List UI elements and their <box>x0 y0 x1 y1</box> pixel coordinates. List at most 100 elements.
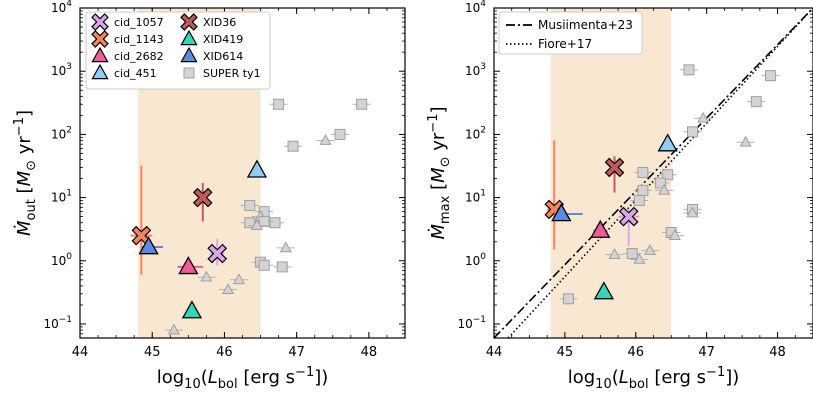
super-square-point <box>764 70 776 82</box>
super-square-point <box>655 177 667 189</box>
point-XID419 <box>593 281 615 300</box>
point-cid_451 <box>657 133 678 152</box>
super-square-point <box>244 217 256 229</box>
legend-label-cid_2682: cid_2682 <box>114 50 164 63</box>
x-tick-label: 46 <box>216 345 233 360</box>
y-tick-label: 104 <box>465 0 486 15</box>
super-square-point <box>269 217 281 229</box>
legend-label-XID614: XID614 <box>203 50 243 63</box>
super-triangle-point <box>250 219 264 230</box>
legend-label-Musiimenta+23: Musiimenta+23 <box>538 18 633 32</box>
super-triangle-point <box>643 244 657 255</box>
x-tick-label: 46 <box>628 345 645 360</box>
x-tick-label: 44 <box>72 345 89 360</box>
super-square-point <box>633 194 645 206</box>
super-square-point <box>258 215 270 227</box>
legend-label-XID419: XID419 <box>203 33 243 46</box>
super-triangle-point <box>633 252 646 264</box>
super-square-point <box>276 261 288 273</box>
legend-marker-XID419 <box>180 29 198 46</box>
super-square-point <box>287 140 299 152</box>
y-tick-label: 104 <box>51 0 72 15</box>
y-axis-label: Ṁout [M⊙ yr−1] <box>12 110 39 236</box>
point-cid_1057 <box>618 206 639 227</box>
super-square-point <box>356 98 368 110</box>
legend-label-cid_1143: cid_1143 <box>114 33 164 46</box>
legend-marker-XID614 <box>180 46 198 63</box>
legend-box <box>85 11 271 90</box>
super-square-point <box>273 98 285 110</box>
x-tick-label: 47 <box>698 345 715 360</box>
super-triangle-point <box>697 111 710 123</box>
super-triangle-point <box>608 248 621 260</box>
right-panel-max-outflow-rate: 44 45 46 47 48 10−1 100 101 102 103 104 log10(Lbol … <box>426 0 813 392</box>
super-square-point <box>626 248 638 260</box>
point-XID36 <box>192 187 213 208</box>
y-tick-label: 101 <box>465 189 486 205</box>
super-square-point <box>334 128 346 140</box>
super-triangle-point <box>668 229 681 240</box>
super-square-point <box>683 64 695 76</box>
x-tick-label: 48 <box>769 345 786 360</box>
legend-label-XID36: XID36 <box>203 16 236 29</box>
y-tick-label: 100 <box>51 252 72 268</box>
super-square-point <box>244 199 256 211</box>
x-tick-label: 44 <box>486 345 503 360</box>
y-tick-label: 102 <box>465 125 486 141</box>
legend-marker-cid_2682 <box>91 46 109 63</box>
legend-marker-XID36 <box>180 13 198 31</box>
y-tick-label: 101 <box>51 189 72 205</box>
x-tick-label: 48 <box>361 345 378 360</box>
legend-marker-SUPER ty1 <box>183 67 195 79</box>
super-square-point <box>637 184 649 196</box>
point-XID614 <box>138 236 159 255</box>
point-cid_1057 <box>207 243 228 264</box>
relation-line-Musiimenta+23 <box>494 8 813 338</box>
x-axis-label: log10(Lbol [erg s−1]) <box>157 365 329 392</box>
super-triangle-point <box>232 273 245 285</box>
super-triangle-point <box>319 133 332 145</box>
super-square-point <box>686 126 698 138</box>
super-square-point <box>750 96 762 108</box>
x-tick-label: 45 <box>144 345 161 360</box>
legend-box <box>498 11 643 55</box>
point-XID614 <box>551 203 572 222</box>
point-cid_1143 <box>131 225 152 246</box>
super-square-point <box>637 166 649 178</box>
legend-marker-cid_451 <box>91 63 109 80</box>
point-cid_451 <box>246 159 268 178</box>
y-axis-label: Ṁmax [M⊙ yr−1] <box>426 106 453 239</box>
legend-marker-cid_1143 <box>91 30 109 48</box>
super-triangle-point <box>686 206 699 218</box>
legend-label-cid_451: cid_451 <box>114 67 157 80</box>
legend-label-SUPER ty1: SUPER ty1 <box>203 67 261 80</box>
point-cid_2682 <box>590 219 611 238</box>
point-XID36 <box>604 157 625 178</box>
y-tick-label: 102 <box>51 125 72 141</box>
point-XID419 <box>181 300 203 319</box>
x-tick-label: 47 <box>288 345 305 360</box>
left-panel-outflow-rate: 44 45 46 47 48 10−1 100 101 102 103 104 log10(Lbol … <box>12 0 406 392</box>
plot-area <box>494 8 813 338</box>
x-axis-label: log10(Lbol [erg s−1]) <box>568 365 740 392</box>
super-triangle-point <box>739 135 752 147</box>
legend: Musiimenta+23 Fiore+17 <box>498 11 643 55</box>
super-triangle-point <box>200 270 213 282</box>
legend: cid_1057 cid_1143 cid_2682 cid_451 XID36 XID4… <box>85 11 271 90</box>
super-triangle-point <box>221 283 235 294</box>
super-triangle-point <box>658 183 671 195</box>
y-tick-label: 10−1 <box>457 315 486 331</box>
y-tick-label: 103 <box>51 62 72 78</box>
y-tick-label: 10−1 <box>43 315 72 331</box>
super-square-point <box>562 293 574 305</box>
super-square-point <box>662 169 674 181</box>
legend-label-Fiore+17: Fiore+17 <box>538 37 592 51</box>
point-cid_2682 <box>178 256 199 275</box>
super-triangle-point <box>279 241 292 253</box>
x-tick-label: 45 <box>557 345 574 360</box>
super-triangle-point <box>167 323 180 335</box>
y-tick-label: 103 <box>465 62 486 78</box>
legend-marker-cid_1057 <box>91 13 109 31</box>
y-tick-label: 100 <box>465 252 486 268</box>
